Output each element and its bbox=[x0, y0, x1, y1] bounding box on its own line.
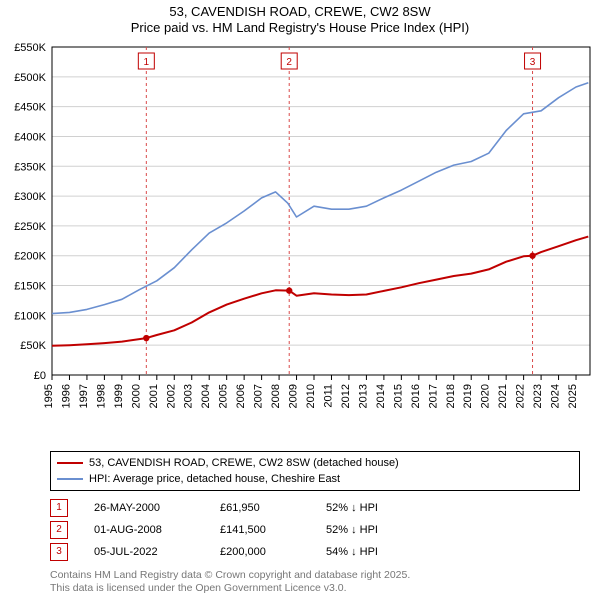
line-chart-svg: £0 £50K £100K £150K £200K £250K £300K £350K £400… bbox=[0, 37, 600, 447]
data-points-table: 1 26-MAY-2000 £61,950 52% ↓ HPI 2 01-AUG… bbox=[50, 497, 580, 563]
svg-text:2012: 2012 bbox=[340, 384, 352, 408]
legend-label: HPI: Average price, detached house, Ches… bbox=[89, 473, 340, 485]
svg-text:2017: 2017 bbox=[427, 384, 439, 408]
svg-text:2021: 2021 bbox=[497, 384, 509, 408]
legend-row: 53, CAVENDISH ROAD, CREWE, CW2 8SW (deta… bbox=[57, 455, 573, 471]
svg-text:1996: 1996 bbox=[60, 384, 72, 408]
point-date: 01-AUG-2008 bbox=[94, 524, 194, 536]
svg-text:1998: 1998 bbox=[95, 384, 107, 408]
point-hpi: 54% ↓ HPI bbox=[326, 546, 426, 558]
svg-text:2019: 2019 bbox=[462, 384, 474, 408]
legend: 53, CAVENDISH ROAD, CREWE, CW2 8SW (deta… bbox=[50, 451, 580, 491]
chart-subtitle: Price paid vs. HM Land Registry's House … bbox=[0, 20, 600, 36]
svg-text:1: 1 bbox=[144, 57, 150, 68]
footer-line: Contains HM Land Registry data © Crown c… bbox=[50, 569, 580, 582]
svg-text:2002: 2002 bbox=[165, 384, 177, 408]
point-marker-icon: 1 bbox=[50, 499, 68, 517]
point-price: £141,500 bbox=[220, 524, 300, 536]
svg-text:£300K: £300K bbox=[14, 191, 46, 203]
svg-text:£400K: £400K bbox=[14, 131, 46, 143]
svg-text:3: 3 bbox=[530, 57, 536, 68]
svg-text:2013: 2013 bbox=[357, 384, 369, 408]
svg-text:2009: 2009 bbox=[288, 384, 300, 408]
svg-text:2007: 2007 bbox=[253, 384, 265, 408]
svg-text:2: 2 bbox=[286, 57, 292, 68]
svg-text:2001: 2001 bbox=[148, 384, 160, 408]
chart-title: 53, CAVENDISH ROAD, CREWE, CW2 8SW bbox=[0, 4, 600, 20]
legend-label: 53, CAVENDISH ROAD, CREWE, CW2 8SW (deta… bbox=[89, 457, 399, 469]
svg-text:2008: 2008 bbox=[270, 384, 282, 408]
point-date: 05-JUL-2022 bbox=[94, 546, 194, 558]
svg-text:2023: 2023 bbox=[532, 384, 544, 408]
svg-text:2022: 2022 bbox=[515, 384, 527, 408]
legend-row: HPI: Average price, detached house, Ches… bbox=[57, 471, 573, 487]
svg-text:£500K: £500K bbox=[14, 71, 46, 83]
svg-text:£450K: £450K bbox=[14, 101, 46, 113]
svg-text:£550K: £550K bbox=[14, 42, 46, 54]
svg-text:£50K: £50K bbox=[20, 340, 46, 352]
svg-text:2000: 2000 bbox=[130, 384, 142, 408]
data-point-row: 3 05-JUL-2022 £200,000 54% ↓ HPI bbox=[50, 541, 580, 563]
svg-text:£100K: £100K bbox=[14, 310, 46, 322]
data-point-row: 2 01-AUG-2008 £141,500 52% ↓ HPI bbox=[50, 519, 580, 541]
svg-text:£150K: £150K bbox=[14, 280, 46, 292]
svg-text:2014: 2014 bbox=[375, 384, 387, 408]
svg-text:£200K: £200K bbox=[14, 250, 46, 262]
svg-text:1999: 1999 bbox=[113, 384, 125, 408]
footer-attribution: Contains HM Land Registry data © Crown c… bbox=[50, 569, 580, 595]
svg-text:2025: 2025 bbox=[567, 384, 579, 408]
svg-text:2005: 2005 bbox=[218, 384, 230, 408]
point-marker-icon: 3 bbox=[50, 543, 68, 561]
svg-text:1997: 1997 bbox=[78, 384, 90, 408]
svg-text:2024: 2024 bbox=[550, 384, 562, 408]
legend-swatch bbox=[57, 462, 83, 464]
svg-text:1995: 1995 bbox=[43, 384, 55, 408]
legend-swatch bbox=[57, 478, 83, 480]
svg-text:2003: 2003 bbox=[183, 384, 195, 408]
point-hpi: 52% ↓ HPI bbox=[326, 524, 426, 536]
svg-text:£250K: £250K bbox=[14, 220, 46, 232]
svg-text:2015: 2015 bbox=[392, 384, 404, 408]
svg-text:2011: 2011 bbox=[322, 384, 334, 408]
svg-text:2016: 2016 bbox=[410, 384, 422, 408]
svg-text:£0: £0 bbox=[34, 370, 46, 382]
svg-text:2010: 2010 bbox=[305, 384, 317, 408]
point-price: £61,950 bbox=[220, 502, 300, 514]
footer-line: This data is licensed under the Open Gov… bbox=[50, 582, 580, 595]
point-hpi: 52% ↓ HPI bbox=[326, 502, 426, 514]
svg-text:2006: 2006 bbox=[235, 384, 247, 408]
svg-text:£350K: £350K bbox=[14, 161, 46, 173]
point-date: 26-MAY-2000 bbox=[94, 502, 194, 514]
point-marker-icon: 2 bbox=[50, 521, 68, 539]
title-block: 53, CAVENDISH ROAD, CREWE, CW2 8SW Price… bbox=[0, 0, 600, 37]
svg-text:2020: 2020 bbox=[480, 384, 492, 408]
svg-text:2018: 2018 bbox=[445, 384, 457, 408]
chart-area: £0 £50K £100K £150K £200K £250K £300K £350K £400… bbox=[0, 37, 600, 447]
data-point-row: 1 26-MAY-2000 £61,950 52% ↓ HPI bbox=[50, 497, 580, 519]
point-price: £200,000 bbox=[220, 546, 300, 558]
svg-text:2004: 2004 bbox=[200, 384, 212, 408]
